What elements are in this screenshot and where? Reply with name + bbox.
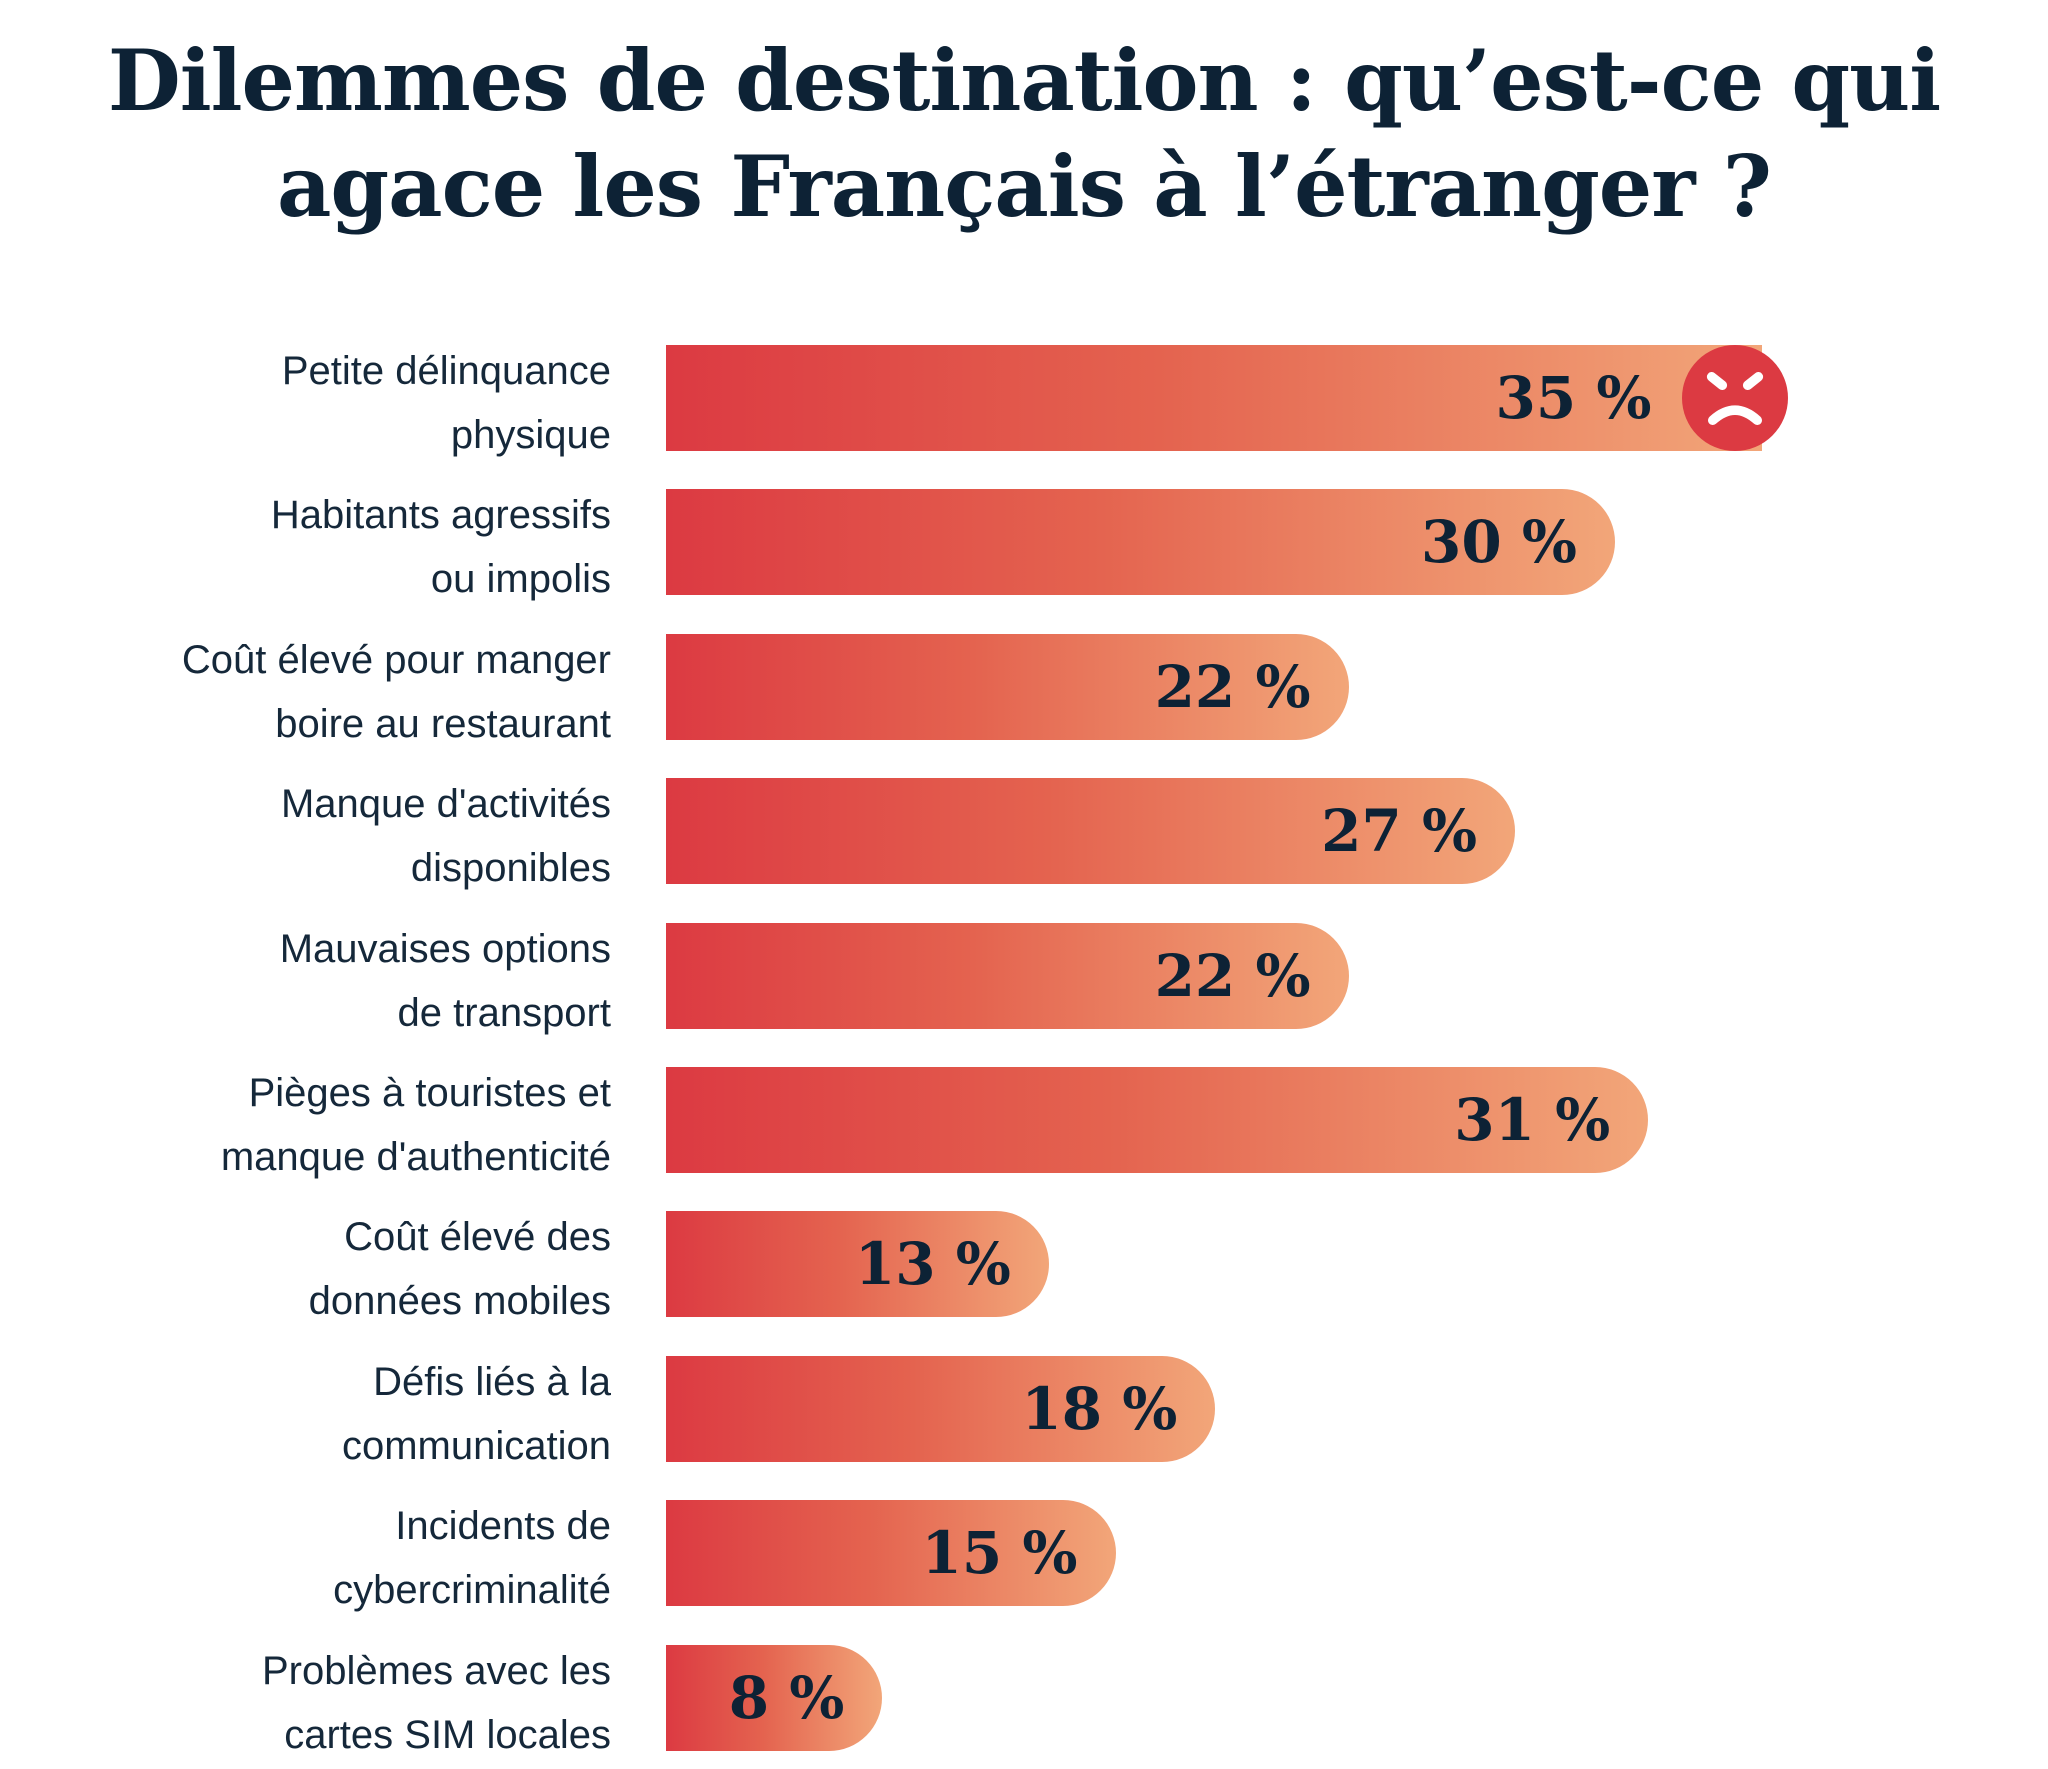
category-label-line: Coût élevé pour manger (181, 637, 611, 682)
angry-face-icon (1681, 345, 1788, 451)
category-label: Problèmes avec les cartes SIM locales (262, 1639, 611, 1767)
value-label: 22 % (1154, 652, 1311, 721)
bar-row: Problèmes avec les cartes SIM locales 8 % (0, 1644, 2048, 1757)
value-label: 18 % (1021, 1374, 1178, 1443)
category-label-line: boire au restaurant (275, 701, 611, 746)
category-label-line: manque d'authenticité (220, 1135, 611, 1179)
category-label: Coût élevé des données mobiles (309, 1205, 611, 1333)
value-label: 31 % (1454, 1086, 1611, 1154)
title-line-2: agace les Français à l’étranger ? (277, 137, 1772, 236)
bar: 22 % (666, 633, 1349, 740)
chart-title: Dilemmes de destination : qu’est-ce qui … (0, 28, 2048, 240)
bar: 15 % (666, 1500, 1116, 1607)
value-label: 22 % (1154, 941, 1311, 1010)
bar-row: Défis liés à la communication 18 % (0, 1355, 2048, 1468)
category-label: Mauvaises options de transport (280, 917, 611, 1045)
bar-row: Coût élevé pour manger boire au restauran… (0, 633, 2048, 746)
category-label-line: disponibles (410, 846, 611, 891)
value-label: 35 % (1495, 364, 1652, 432)
bar: 31 % (666, 1067, 1649, 1173)
category-label-line: Défis liés à la (373, 1359, 611, 1404)
title-line-1: Dilemmes de destination : qu’est-ce qui (107, 31, 1941, 130)
bar-row: Pièges à touristes et manque d'authentici… (0, 1067, 2048, 1179)
category-label-line: Coût élevé des (344, 1215, 611, 1260)
value-label: 27 % (1321, 797, 1478, 866)
bar-row: Petite délinquance physique 35 % (0, 345, 2048, 457)
bar: 35 % (666, 345, 1762, 451)
category-label: Habitants agressifs ou impolis (271, 483, 611, 611)
bar: 27 % (666, 778, 1516, 885)
category-label: Manque d'activités disponibles (281, 772, 611, 900)
category-label: Pièges à touristes et manque d'authentici… (221, 1061, 611, 1189)
category-label-line: ou impolis (430, 557, 611, 602)
value-label: 30 % (1420, 508, 1577, 577)
category-label: Coût élevé pour manger boire au restauran… (182, 628, 611, 756)
category-label-line: Petite délinquance (281, 349, 611, 393)
category-label-line: Problèmes avec les (261, 1648, 611, 1693)
bar: 8 % (666, 1644, 883, 1751)
category-label-line: cartes SIM locales (284, 1712, 611, 1757)
value-label: 15 % (921, 1519, 1078, 1588)
category-label-line: de transport (397, 990, 611, 1035)
category-label-line: données mobiles (308, 1279, 611, 1324)
category-label: Incidents de cybercriminalité (333, 1494, 611, 1622)
value-label: 8 % (728, 1663, 845, 1732)
category-label-line: Habitants agressifs (270, 493, 611, 538)
bar: 22 % (666, 922, 1349, 1029)
category-label: Défis liés à la communication (342, 1350, 611, 1478)
category-label-line: cybercriminalité (333, 1568, 611, 1613)
bar-row: Manque d'activités disponibles 27 % (0, 778, 2048, 890)
category-label-line: Pièges à touristes et (248, 1071, 611, 1115)
bar-row: Coût élevé des données mobiles 13 % (0, 1211, 2048, 1323)
category-label-line: physique (450, 413, 611, 457)
bar: 13 % (666, 1211, 1049, 1318)
bar: 18 % (666, 1355, 1216, 1462)
category-label-line: Mauvaises options (279, 926, 611, 971)
bar-row: Mauvaises options de transport 22 % (0, 922, 2048, 1035)
bar-row: Habitants agressifs ou impolis 30 % (0, 489, 2048, 601)
category-label-line: Incidents de (395, 1504, 611, 1549)
category-label-line: Manque d'activités (280, 782, 611, 827)
category-label: Petite délinquance physique (282, 339, 611, 467)
value-label: 13 % (854, 1230, 1011, 1299)
bar: 30 % (666, 489, 1615, 596)
category-label-line: communication (341, 1423, 611, 1468)
bar-row: Incidents de cybercriminalité 15 % (0, 1500, 2048, 1612)
